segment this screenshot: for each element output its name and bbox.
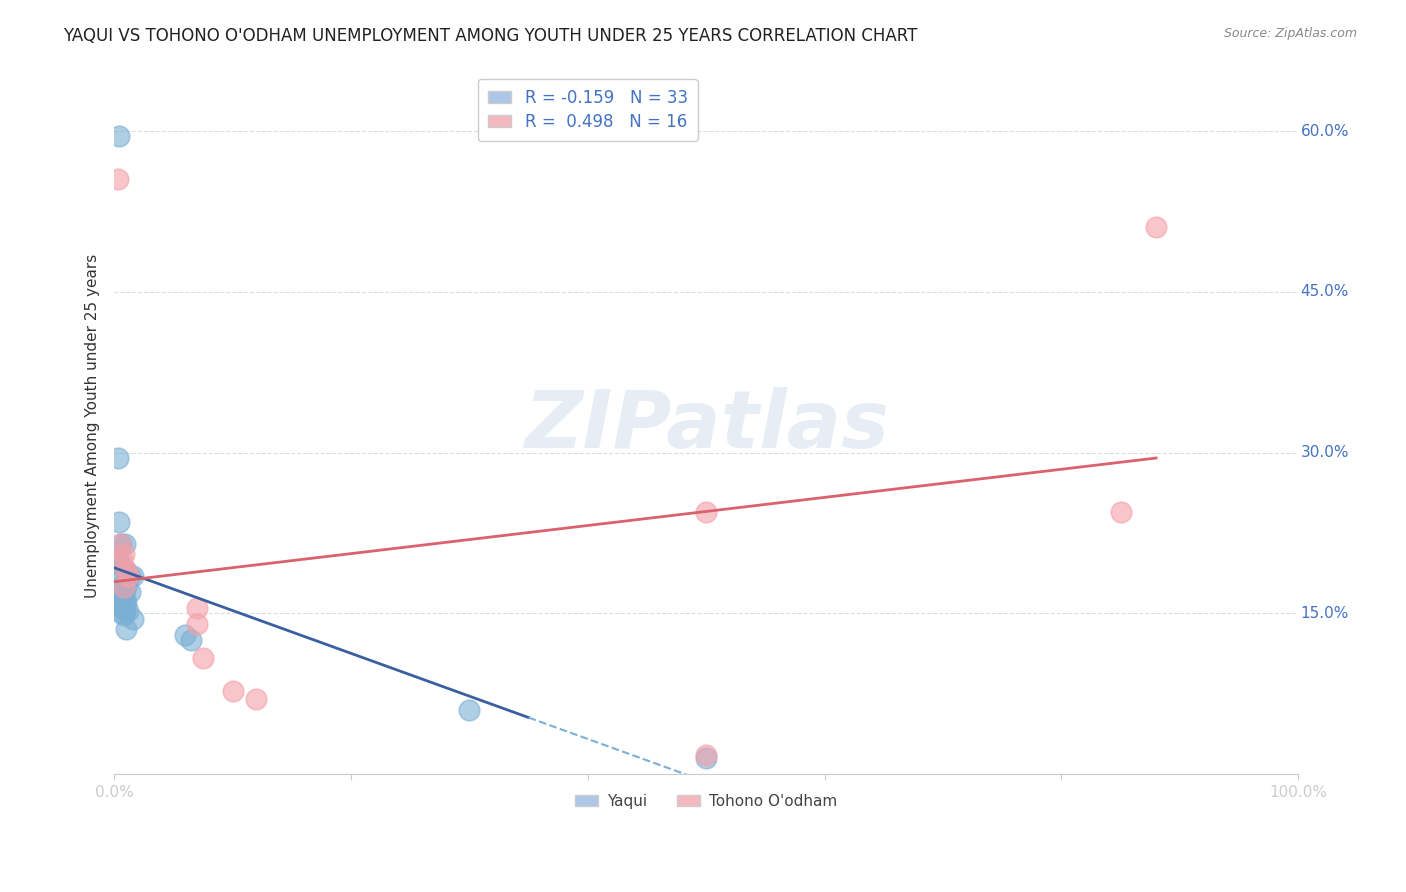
Point [114, 564, 136, 578]
Point [115, 596, 138, 610]
Point [111, 582, 134, 597]
Text: 45.0%: 45.0% [1301, 285, 1348, 300]
Point [108, 515, 131, 529]
Text: 30.0%: 30.0% [1301, 445, 1348, 460]
Point [115, 564, 138, 578]
Point [112, 608, 135, 623]
Text: YAQUI VS TOHONO O'ODHAM UNEMPLOYMENT AMONG YOUTH UNDER 25 YEARS CORRELATION CHAR: YAQUI VS TOHONO O'ODHAM UNEMPLOYMENT AMO… [63, 27, 918, 45]
Point [110, 537, 132, 551]
Point [695, 751, 717, 765]
Point [245, 692, 267, 706]
Point [107, 553, 129, 567]
Point [118, 569, 141, 583]
Point [108, 591, 131, 605]
Point [110, 558, 132, 573]
Text: Source: ZipAtlas.com: Source: ZipAtlas.com [1223, 27, 1357, 40]
Point [112, 585, 135, 599]
Point [112, 576, 135, 591]
Point [107, 450, 129, 465]
Text: ZIPatlas: ZIPatlas [523, 387, 889, 465]
Y-axis label: Unemployment Among Youth under 25 years: Unemployment Among Youth under 25 years [86, 253, 100, 598]
Point [115, 623, 138, 637]
Point [115, 580, 138, 594]
Point [1144, 220, 1167, 235]
Point [458, 703, 481, 717]
Legend: Yaqui, Tohono O'odham: Yaqui, Tohono O'odham [568, 788, 844, 815]
Point [191, 651, 214, 665]
Point [221, 683, 243, 698]
Point [186, 617, 208, 632]
Point [110, 607, 132, 621]
Point [114, 592, 136, 607]
Point [108, 598, 131, 612]
Point [112, 580, 135, 594]
Point [111, 553, 134, 567]
Point [108, 129, 131, 144]
Point [186, 601, 208, 615]
Point [108, 537, 131, 551]
Point [118, 585, 141, 599]
Point [107, 172, 129, 186]
Point [122, 612, 145, 626]
Point [108, 574, 131, 589]
Point [117, 569, 139, 583]
Point [174, 628, 197, 642]
Point [1109, 504, 1132, 518]
Point [114, 537, 136, 551]
Point [112, 548, 135, 562]
Point [112, 601, 135, 615]
Point [122, 569, 145, 583]
Point [117, 604, 139, 618]
Point [110, 598, 132, 612]
Point [695, 504, 717, 518]
Point [695, 747, 717, 762]
Text: 15.0%: 15.0% [1301, 606, 1348, 621]
Text: 60.0%: 60.0% [1301, 123, 1348, 138]
Point [111, 591, 134, 605]
Point [180, 633, 202, 648]
Point [114, 603, 136, 617]
